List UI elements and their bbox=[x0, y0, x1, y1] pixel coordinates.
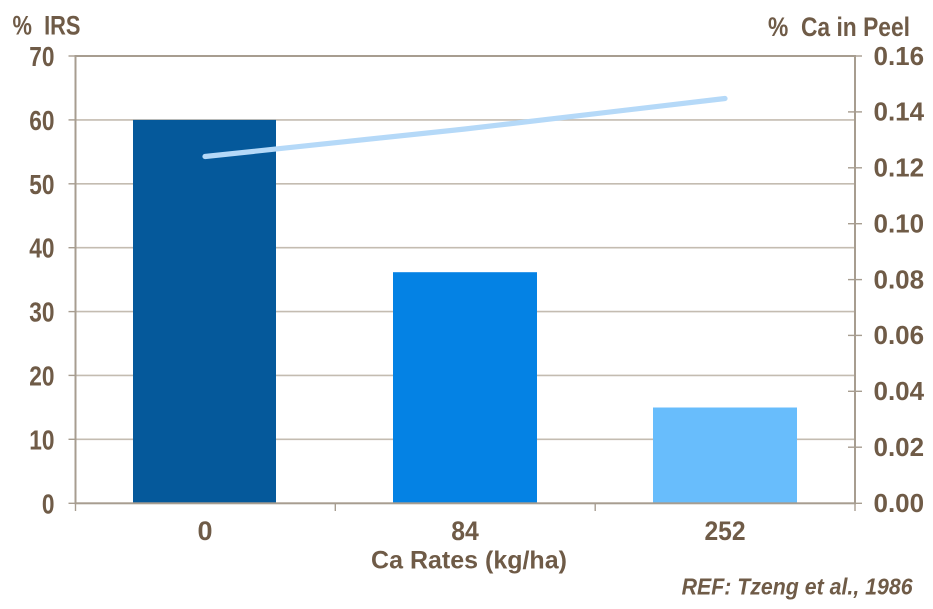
svg-text:0.04: 0.04 bbox=[874, 376, 925, 406]
svg-text:0: 0 bbox=[197, 516, 212, 546]
svg-text:0.00: 0.00 bbox=[874, 488, 925, 518]
svg-text:84: 84 bbox=[451, 516, 479, 546]
svg-text:20: 20 bbox=[29, 360, 54, 391]
svg-text:% IRS: % IRS bbox=[13, 11, 81, 41]
svg-text:0.08: 0.08 bbox=[874, 264, 925, 294]
svg-text:0.02: 0.02 bbox=[874, 432, 925, 462]
svg-text:70: 70 bbox=[29, 41, 54, 72]
svg-text:REF: Tzeng et al., 1986: REF: Tzeng et al., 1986 bbox=[682, 574, 913, 600]
svg-text:% Ca in Peel: % Ca in Peel bbox=[768, 12, 910, 42]
svg-text:0.10: 0.10 bbox=[874, 209, 925, 239]
svg-text:60: 60 bbox=[29, 105, 54, 136]
svg-text:50: 50 bbox=[29, 169, 54, 200]
svg-text:40: 40 bbox=[29, 233, 54, 264]
svg-text:0.06: 0.06 bbox=[874, 320, 925, 350]
svg-text:10: 10 bbox=[29, 424, 54, 455]
svg-text:Ca Rates (kg/ha): Ca Rates (kg/ha) bbox=[371, 547, 567, 575]
svg-text:0.14: 0.14 bbox=[874, 97, 925, 127]
svg-text:30: 30 bbox=[29, 297, 54, 328]
svg-text:0.12: 0.12 bbox=[874, 153, 925, 183]
svg-text:0.16: 0.16 bbox=[874, 41, 925, 71]
svg-text:252: 252 bbox=[704, 516, 745, 546]
svg-text:0: 0 bbox=[42, 488, 55, 519]
